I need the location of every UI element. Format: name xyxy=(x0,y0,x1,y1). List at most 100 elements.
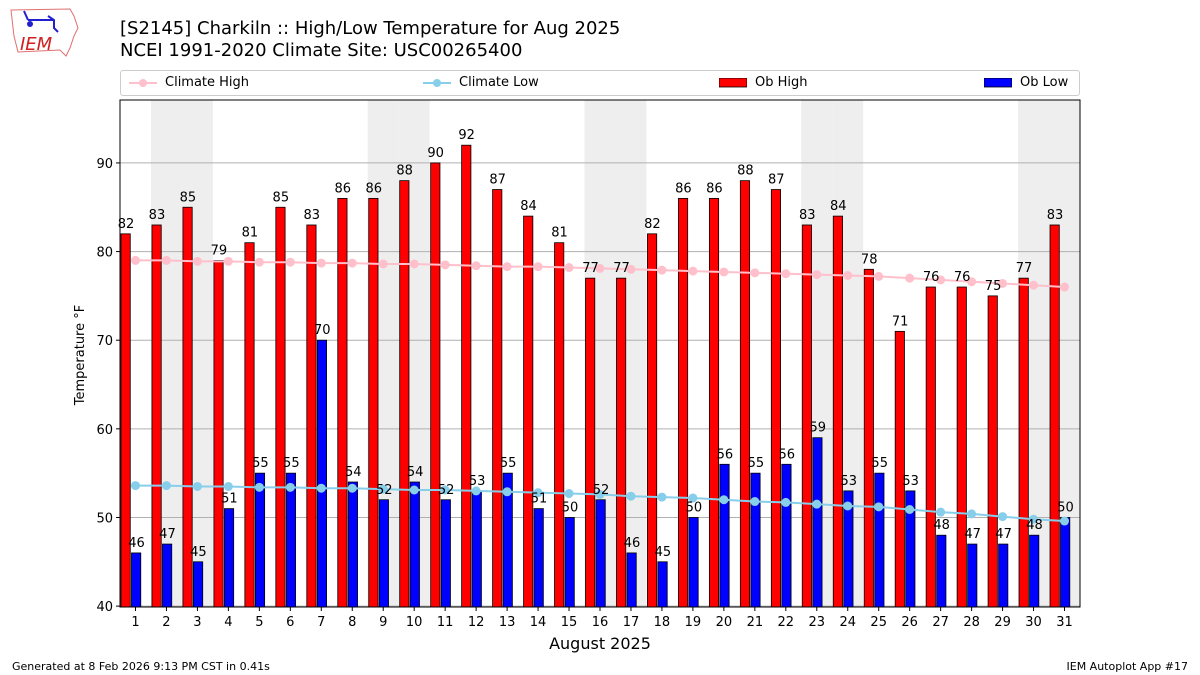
ob-high-bar xyxy=(430,162,441,608)
y-tick-label: 90 xyxy=(96,157,113,172)
ob-low-bar xyxy=(719,463,730,608)
climate-low-point xyxy=(223,481,233,491)
ob-high-bar xyxy=(554,242,565,608)
climate-low-point xyxy=(750,497,760,507)
ob-low-label: 45 xyxy=(655,545,672,560)
x-tick-label: 12 xyxy=(468,615,485,630)
ob-low-bar xyxy=(409,481,420,608)
climate-low-point xyxy=(378,484,388,494)
ob-low-label: 50 xyxy=(1057,500,1074,515)
ob-low-label: 51 xyxy=(221,492,238,507)
ob-high-label: 71 xyxy=(892,314,909,329)
ob-low-label: 55 xyxy=(748,456,765,471)
climate-low-point xyxy=(192,481,202,491)
x-tick-label: 21 xyxy=(747,615,764,630)
climate-high-point xyxy=(316,258,326,268)
x-tick-label: 1 xyxy=(131,615,139,630)
x-tick-label: 24 xyxy=(839,615,856,630)
climate-low-point xyxy=(533,488,543,498)
ob-low-bar xyxy=(657,561,668,608)
ob-low-label: 53 xyxy=(469,474,486,489)
ob-high-bar xyxy=(739,180,751,608)
climate-high-point xyxy=(626,264,636,274)
ob-high-label: 84 xyxy=(830,199,847,214)
climate-low-point xyxy=(130,481,140,491)
climate-high-point xyxy=(502,262,512,272)
climate-low-point xyxy=(657,492,667,502)
climate-high-point xyxy=(843,271,853,280)
x-tick-label: 3 xyxy=(193,615,201,630)
ob-high-bar xyxy=(368,197,379,608)
ob-high-label: 77 xyxy=(1016,261,1033,276)
ob-low-bar xyxy=(688,517,699,608)
ob-low-label: 55 xyxy=(283,456,300,471)
climate-low-point xyxy=(285,482,295,492)
ob-low-bar xyxy=(471,490,482,608)
ob-high-label: 85 xyxy=(273,190,290,205)
ob-high-label: 83 xyxy=(799,208,816,223)
ob-high-label: 85 xyxy=(180,190,197,205)
y-tick-label: 60 xyxy=(96,423,113,438)
climate-low-point xyxy=(781,497,791,507)
climate-low-point xyxy=(812,499,822,509)
x-tick-label: 30 xyxy=(1025,615,1042,630)
climate-low-point xyxy=(409,485,419,495)
ob-low-bar xyxy=(378,499,389,608)
y-tick-label: 70 xyxy=(96,334,113,349)
climate-low-point xyxy=(905,505,915,514)
ob-high-bar xyxy=(987,295,998,608)
ob-low-bar xyxy=(254,472,266,608)
climate-high-point xyxy=(657,265,667,275)
x-tick-label: 31 xyxy=(1056,615,1073,630)
climate-high-point xyxy=(347,258,357,268)
ob-high-bar xyxy=(523,215,534,608)
ob-low-label: 51 xyxy=(531,492,548,507)
climate-low-point xyxy=(1060,516,1070,526)
generated-note: Generated at 8 Feb 2026 9:13 PM CST in 0… xyxy=(12,660,270,673)
ob-high-bar xyxy=(244,242,255,608)
climate-high-point xyxy=(130,255,140,265)
climate-low-point xyxy=(967,509,977,519)
ob-low-label: 46 xyxy=(128,536,145,551)
legend-climate-low: Climate Low xyxy=(423,75,539,90)
ob-low-label: 52 xyxy=(438,483,455,498)
ob-high-bar xyxy=(399,180,410,608)
climate-high-point xyxy=(223,256,233,266)
ob-low-bar xyxy=(533,508,544,608)
ob-low-bar xyxy=(316,339,327,608)
climate-low-point xyxy=(843,501,853,511)
ob-high-label: 76 xyxy=(954,270,971,285)
ob-high-label: 77 xyxy=(582,261,599,276)
ob-low-bar xyxy=(347,481,358,608)
climate-high-point xyxy=(750,268,760,278)
climate-low-point xyxy=(626,491,636,501)
ob-high-bar xyxy=(275,206,286,608)
climate-high-point xyxy=(998,278,1008,288)
ob-low-bar xyxy=(595,499,606,608)
ob-high-label: 78 xyxy=(861,252,878,267)
ob-low-label: 56 xyxy=(779,447,796,462)
x-tick-label: 14 xyxy=(530,615,547,630)
ob-high-label: 84 xyxy=(520,199,537,214)
ob-high-bar xyxy=(894,330,905,608)
climate-high-point xyxy=(254,257,264,267)
climate-high-point xyxy=(161,255,171,265)
ob-high-label: 86 xyxy=(706,181,723,196)
x-tick-label: 7 xyxy=(317,615,325,630)
ob-high-bar xyxy=(678,197,689,608)
x-tick-label: 9 xyxy=(379,615,387,630)
ob-low-bar xyxy=(285,472,297,608)
ob-low-label: 48 xyxy=(1026,518,1043,533)
climate-low-point xyxy=(254,482,264,492)
x-tick-label: 6 xyxy=(286,615,294,630)
climate-high-point xyxy=(812,270,822,280)
ob-high-label: 81 xyxy=(551,226,568,241)
ob-low-label: 50 xyxy=(562,500,579,515)
x-tick-label: 15 xyxy=(561,615,578,630)
climate-high-point xyxy=(533,262,543,272)
ob-low-label: 53 xyxy=(840,474,857,489)
ob-low-label: 55 xyxy=(500,456,517,471)
climate-high-point xyxy=(285,257,295,267)
ob-low-label: 47 xyxy=(159,527,176,542)
x-tick-label: 25 xyxy=(870,615,887,630)
